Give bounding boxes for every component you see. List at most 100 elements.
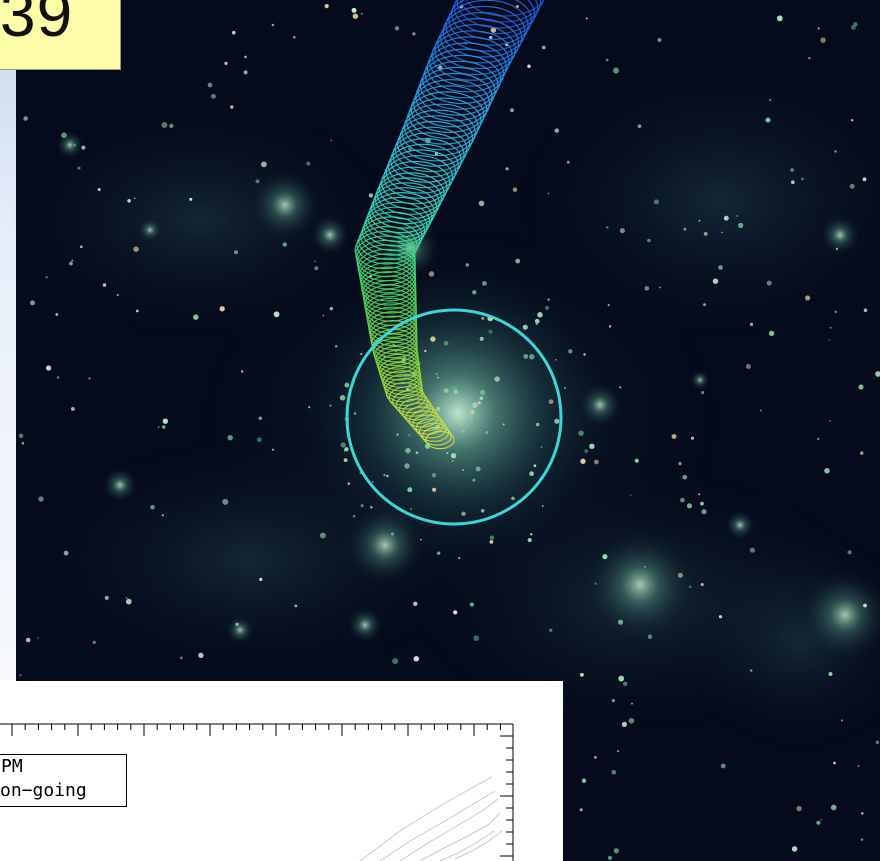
star: [555, 358, 557, 361]
star: [833, 761, 836, 765]
star: [765, 117, 771, 123]
snapshot-counter-box: 39: [0, 0, 121, 70]
star: [282, 242, 287, 247]
star: [618, 675, 625, 682]
star: [534, 318, 540, 324]
star: [535, 422, 540, 427]
star: [88, 377, 91, 380]
track-line: [454, 830, 503, 860]
plot-legend: PM on−going: [0, 754, 127, 807]
star: [334, 345, 338, 348]
star: [125, 598, 132, 605]
star: [776, 15, 783, 22]
track-line: [399, 798, 499, 861]
star: [644, 565, 646, 568]
star: [541, 505, 544, 507]
star: [830, 804, 837, 811]
star: [319, 532, 326, 539]
star: [230, 105, 234, 109]
star: [294, 604, 298, 608]
trail-ring: [370, 324, 418, 355]
star: [161, 514, 164, 517]
plot-ticks: [11, 724, 513, 857]
star: [273, 311, 280, 318]
star: [368, 193, 374, 198]
star: [547, 192, 550, 195]
star: [505, 167, 509, 171]
trail-ring: [451, 0, 536, 40]
star: [451, 460, 454, 462]
star: [69, 261, 73, 266]
star: [489, 535, 495, 540]
star: [314, 266, 319, 271]
star: [515, 5, 519, 8]
star: [738, 222, 744, 229]
star: [45, 365, 52, 371]
star: [453, 610, 458, 615]
star: [396, 433, 399, 436]
star: [56, 376, 60, 379]
trail-ring: [418, 422, 450, 442]
star: [383, 473, 386, 477]
star: [162, 425, 166, 429]
star: [769, 98, 772, 102]
star: [527, 64, 531, 69]
star: [73, 143, 76, 147]
star: [38, 496, 44, 502]
star: [606, 226, 609, 229]
star: [671, 434, 677, 439]
star: [653, 199, 659, 205]
star: [489, 540, 494, 544]
star: [602, 554, 608, 560]
star: [161, 122, 168, 128]
side-gradient-panel: [0, 0, 16, 680]
star: [512, 187, 518, 192]
star: [834, 150, 837, 153]
star: [436, 406, 441, 412]
star: [446, 452, 449, 455]
star: [407, 487, 413, 493]
star: [405, 447, 411, 454]
star: [390, 532, 394, 536]
star: [829, 326, 832, 329]
star: [371, 480, 374, 483]
star: [502, 423, 505, 426]
trail-ring: [361, 270, 417, 306]
star: [581, 778, 587, 783]
star: [862, 177, 867, 182]
star: [658, 286, 661, 289]
star: [549, 628, 553, 632]
star: [461, 511, 466, 517]
star: [412, 32, 416, 36]
star: [629, 494, 632, 496]
star: [344, 447, 349, 452]
star: [608, 325, 612, 328]
star: [81, 145, 86, 150]
star: [749, 322, 754, 327]
star: [351, 7, 357, 13]
star: [475, 466, 481, 472]
star: [541, 45, 546, 50]
trail-ring: [359, 257, 417, 294]
star: [790, 180, 795, 185]
star: [407, 433, 411, 437]
star: [510, 108, 514, 113]
star: [193, 314, 199, 320]
star: [619, 386, 622, 389]
star: [55, 313, 59, 316]
star: [258, 416, 263, 421]
star: [701, 509, 707, 515]
star: [835, 247, 839, 251]
star: [369, 505, 373, 509]
star: [453, 389, 459, 395]
star: [688, 585, 692, 589]
star: [157, 426, 160, 428]
star: [360, 504, 364, 508]
star: [736, 214, 739, 217]
trail-ring: [362, 275, 417, 310]
star: [631, 702, 633, 705]
star: [698, 219, 701, 222]
star: [224, 61, 228, 65]
star: [828, 338, 831, 341]
